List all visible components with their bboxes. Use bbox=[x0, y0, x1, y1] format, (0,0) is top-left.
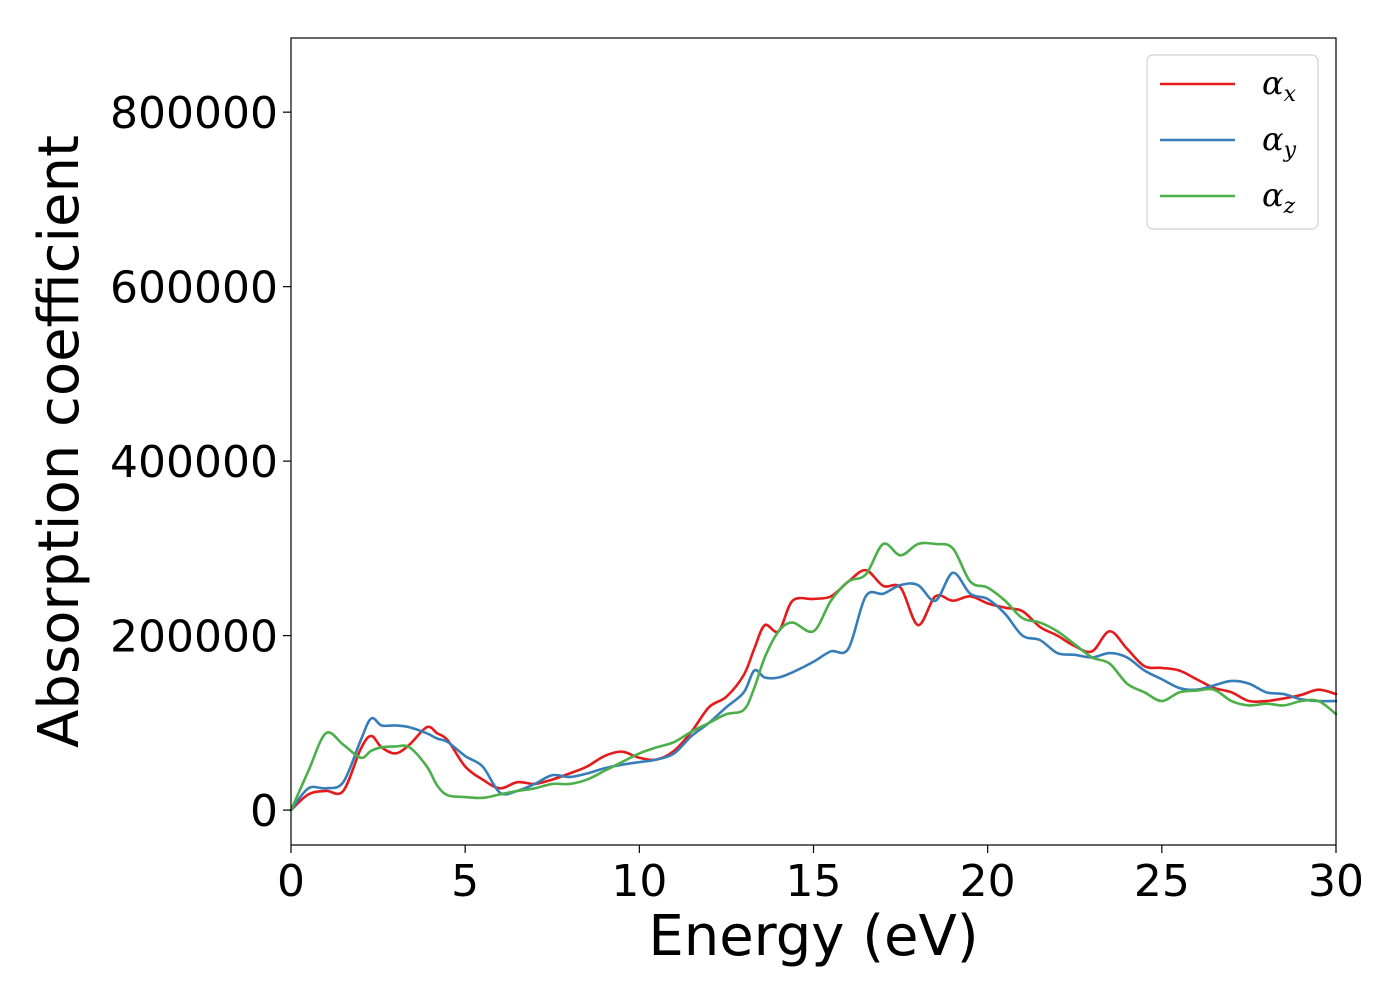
x-tick-label: 20 bbox=[960, 856, 1016, 907]
x-tick-label: 15 bbox=[786, 856, 842, 907]
series-line-y bbox=[289, 571, 1338, 812]
y-tick-label: 400000 bbox=[110, 437, 278, 488]
x-axis: 0 5 10 15 20 25 30 bbox=[277, 845, 1364, 907]
y-tick-label: 800000 bbox=[110, 88, 278, 139]
y-tick-label: 0 bbox=[250, 786, 278, 837]
legend-box bbox=[1146, 54, 1319, 230]
series-line-z bbox=[289, 541, 1338, 812]
x-tick-label: 25 bbox=[1134, 856, 1190, 907]
y-tick-label: 200000 bbox=[110, 612, 278, 663]
legend: αx αy αz bbox=[1146, 54, 1319, 230]
x-axis-title: Energy (eV) bbox=[648, 904, 978, 969]
x-tick-label: 5 bbox=[451, 856, 479, 907]
x-tick-label: 30 bbox=[1308, 856, 1364, 907]
legend-label-y: αy bbox=[1262, 120, 1297, 163]
plot-lines bbox=[289, 541, 1338, 812]
legend-label-x: αx bbox=[1262, 64, 1297, 107]
y-axis-title: Absorption coefficient bbox=[27, 135, 92, 748]
legend-label-z: αz bbox=[1262, 176, 1296, 219]
x-tick-label: 0 bbox=[277, 856, 305, 907]
x-tick-label: 10 bbox=[611, 856, 667, 907]
y-tick-label: 600000 bbox=[110, 263, 278, 314]
y-axis: 0 200000 400000 600000 800000 bbox=[110, 88, 291, 837]
series-line-x bbox=[289, 568, 1338, 812]
